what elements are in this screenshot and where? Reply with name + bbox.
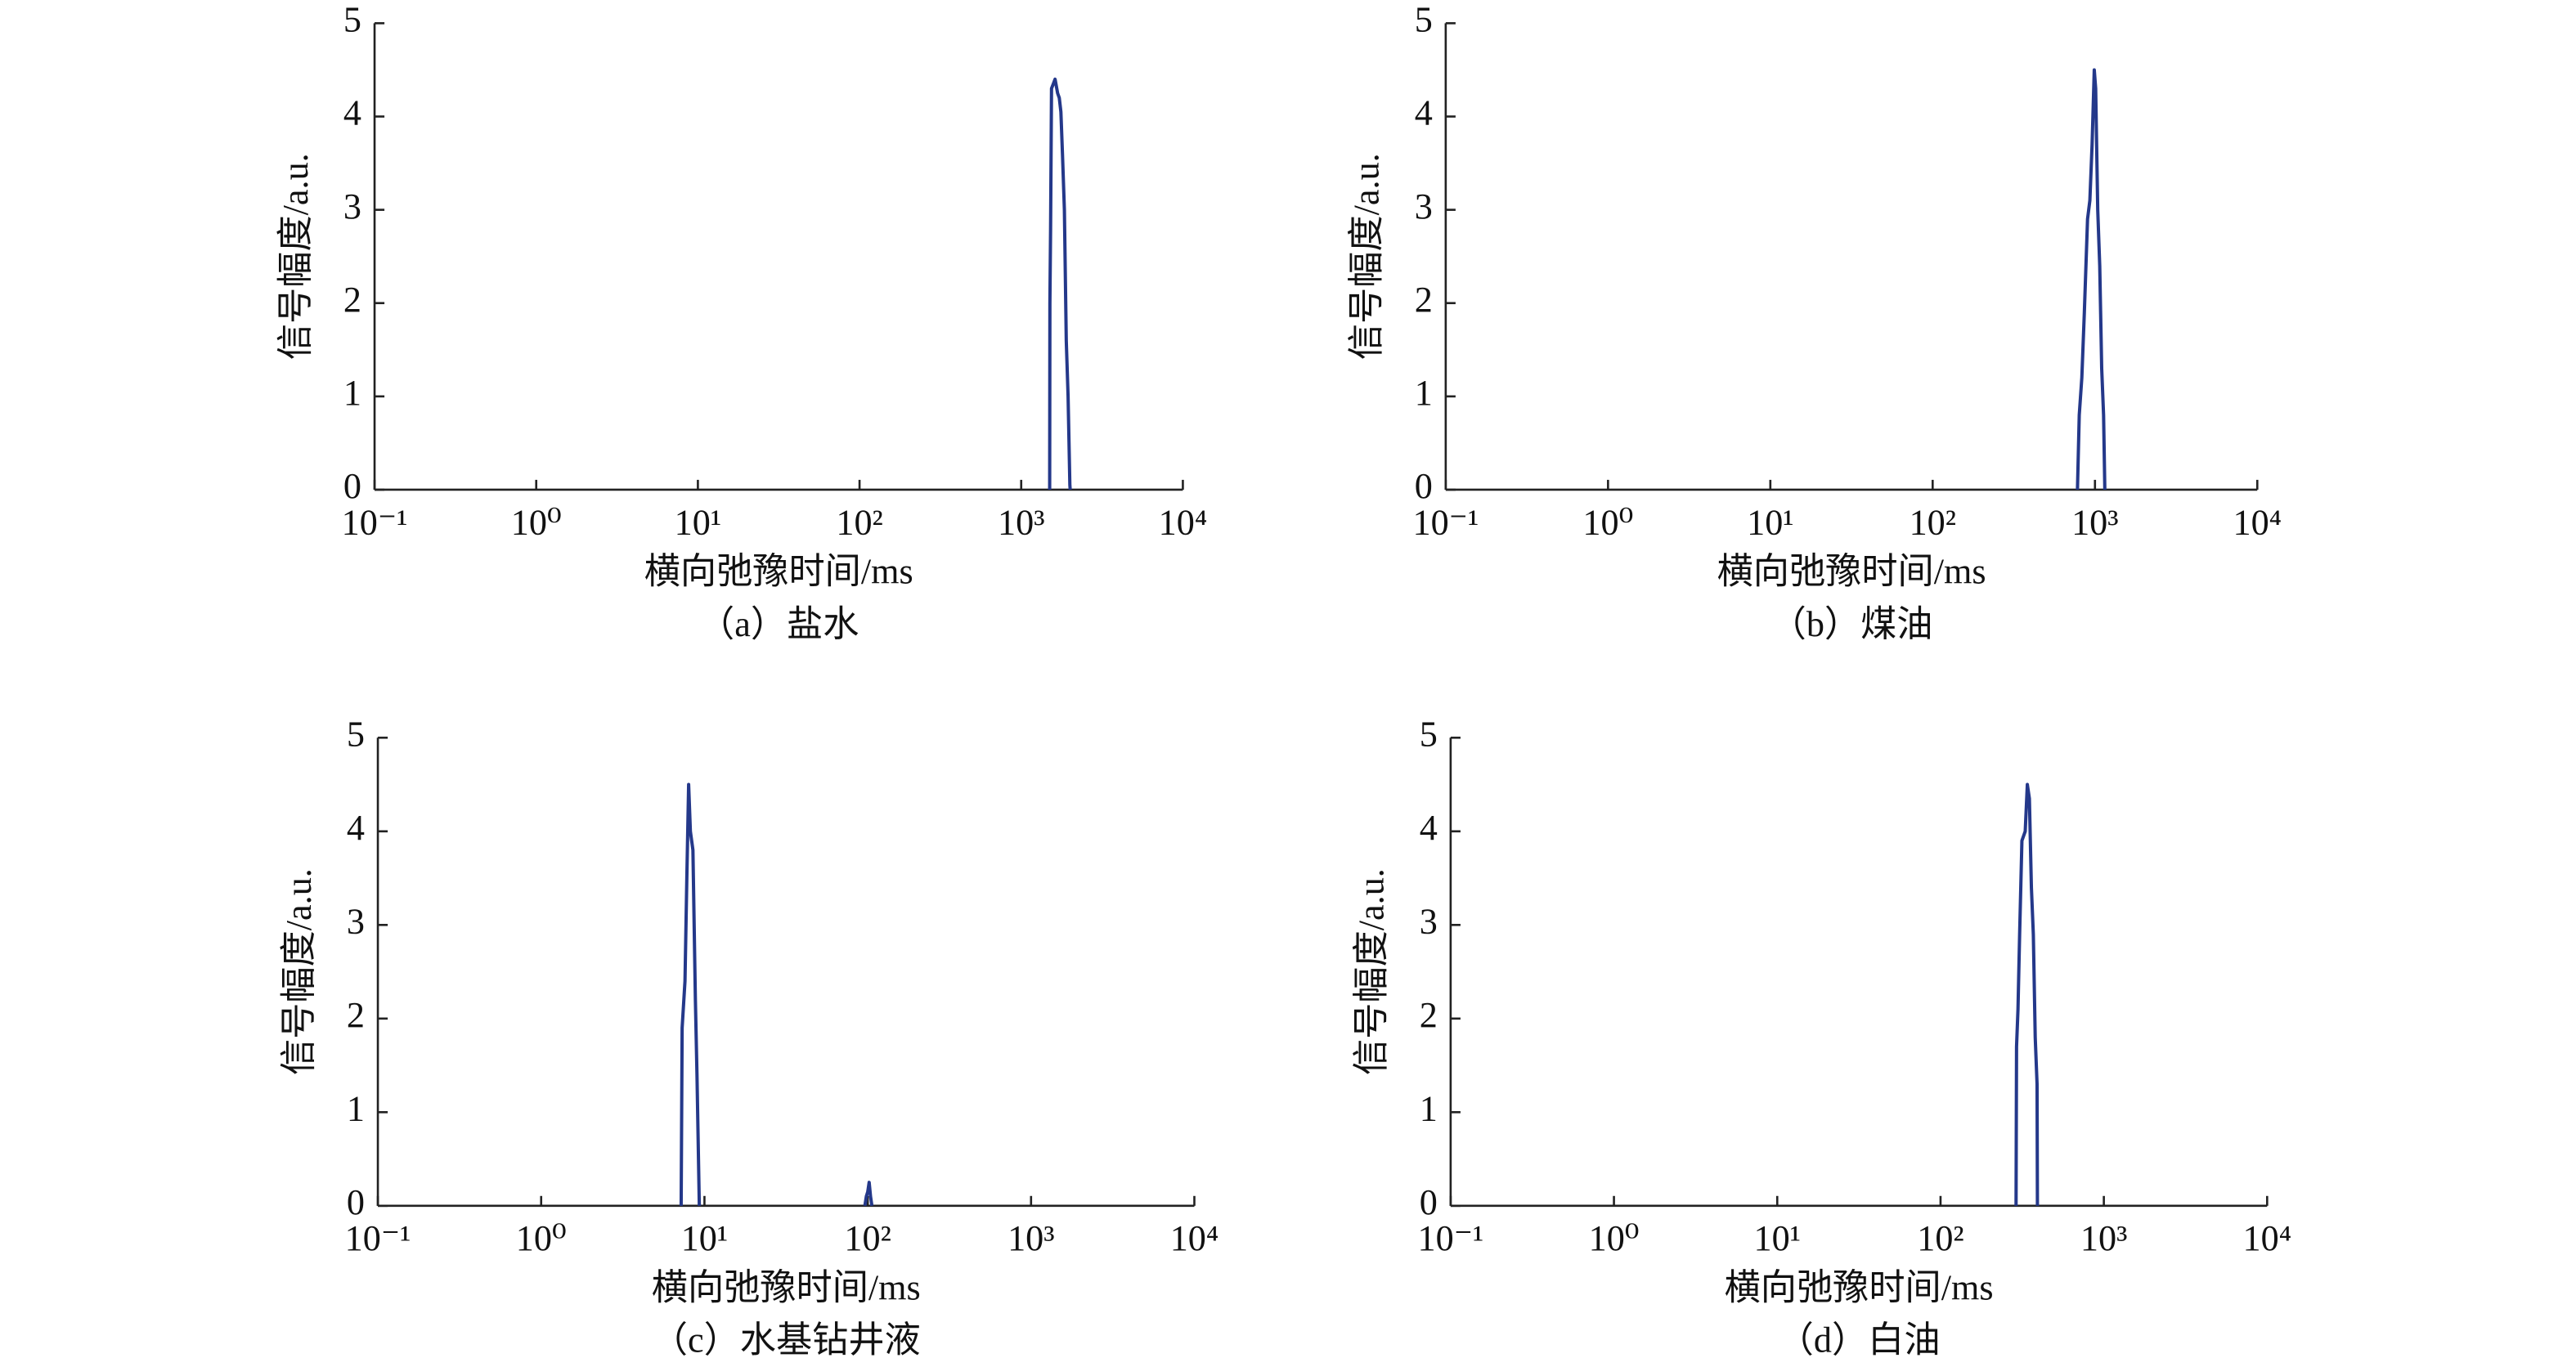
x-tick-label: 10⁴ — [1170, 1218, 1219, 1258]
y-tick-label: 5 — [1415, 0, 1433, 40]
x-tick-label: 10⁰ — [516, 1218, 567, 1258]
y-tick-label: 2 — [347, 995, 365, 1035]
y-tick-label: 4 — [343, 93, 361, 133]
caption: （a）盐水 — [698, 604, 859, 644]
data-line — [1048, 77, 1072, 491]
x-axis-label: 横向弛豫时间/ms — [644, 552, 913, 592]
x-tick-label: 10¹ — [681, 1218, 728, 1258]
y-tick-label: 5 — [1420, 714, 1438, 754]
x-tick-label: 10¹ — [1747, 502, 1793, 542]
data-line — [679, 782, 874, 1207]
y-tick-label: 1 — [343, 373, 361, 413]
y-tick-label: 3 — [347, 901, 365, 941]
x-tick-label: 10² — [1917, 1218, 1963, 1258]
y-axis-label: 信号幅度/a.u. — [276, 153, 316, 360]
y-tick-label: 2 — [1420, 995, 1438, 1035]
y-tick-label: 3 — [343, 186, 361, 226]
x-tick-label: 10¹ — [675, 502, 721, 542]
x-tick-label: 10² — [836, 502, 882, 542]
y-tick-label: 0 — [347, 1182, 365, 1222]
x-tick-label: 10⁻¹ — [1418, 1218, 1484, 1258]
y-tick-label: 0 — [1420, 1182, 1438, 1222]
data-line — [2076, 68, 2107, 490]
x-tick-label: 10³ — [1008, 1218, 1054, 1258]
y-axis-label: 信号幅度/a.u. — [1347, 153, 1387, 360]
y-tick-label: 5 — [347, 714, 365, 754]
x-tick-label: 10⁰ — [1582, 502, 1633, 542]
x-axis-label: 横向弛豫时间/ms — [1725, 1267, 1994, 1307]
data-line — [2014, 782, 2040, 1206]
y-tick-label: 3 — [1420, 901, 1438, 941]
caption: （b）煤油 — [1770, 604, 1933, 644]
y-tick-label: 0 — [343, 466, 361, 506]
x-axis-label: 横向弛豫时间/ms — [1717, 552, 1986, 592]
y-axis-label: 信号幅度/a.u. — [279, 868, 319, 1075]
x-tick-label: 10⁴ — [2233, 502, 2282, 542]
x-tick-label: 10² — [1910, 502, 1956, 542]
x-tick-label: 10³ — [998, 502, 1044, 542]
caption: （c）水基钻井液 — [652, 1320, 921, 1360]
x-axis-label: 横向弛豫时间/ms — [652, 1267, 921, 1307]
x-tick-label: 10⁴ — [2243, 1218, 2292, 1258]
x-tick-label: 10⁴ — [1159, 502, 1208, 542]
y-tick-label: 2 — [1415, 280, 1433, 320]
y-tick-label: 1 — [1415, 373, 1433, 413]
caption: （d）白油 — [1778, 1320, 1941, 1360]
x-tick-label: 10³ — [2080, 1218, 2127, 1258]
x-tick-label: 10² — [844, 1218, 891, 1258]
y-tick-label: 1 — [347, 1088, 365, 1128]
y-tick-label: 4 — [1415, 93, 1433, 133]
y-tick-label: 4 — [1420, 808, 1438, 848]
x-tick-label: 10⁰ — [511, 502, 562, 542]
y-tick-label: 2 — [343, 280, 361, 320]
x-tick-label: 10⁰ — [1589, 1218, 1640, 1258]
x-tick-label: 10⁻¹ — [342, 502, 408, 542]
y-tick-label: 5 — [343, 0, 361, 40]
x-tick-label: 10⁻¹ — [345, 1218, 411, 1258]
x-tick-label: 10⁻¹ — [1412, 502, 1479, 542]
x-tick-label: 10³ — [2071, 502, 2118, 542]
y-tick-label: 4 — [347, 808, 365, 848]
y-tick-label: 0 — [1415, 466, 1433, 506]
x-tick-label: 10¹ — [1754, 1218, 1801, 1258]
y-tick-label: 1 — [1420, 1088, 1438, 1128]
y-tick-label: 3 — [1415, 186, 1433, 226]
y-axis-label: 信号幅度/a.u. — [1352, 868, 1392, 1075]
